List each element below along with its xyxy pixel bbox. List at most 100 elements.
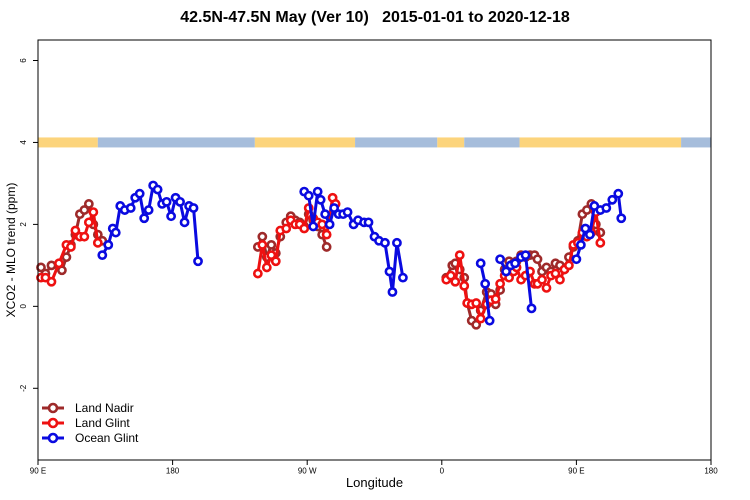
data-point xyxy=(83,217,94,228)
x-tick-label: 90 W xyxy=(298,467,317,476)
data-point xyxy=(312,186,323,197)
legend-label: Land Glint xyxy=(75,416,130,430)
legend-item: Land Nadir xyxy=(42,401,134,415)
data-point xyxy=(501,266,512,277)
data-point xyxy=(252,268,263,279)
legend-swatch-marker xyxy=(47,417,59,429)
data-point xyxy=(532,254,543,265)
data-point xyxy=(97,250,108,261)
y-tick-label: 2 xyxy=(19,222,28,227)
data-point xyxy=(580,223,591,234)
chart-title: 42.5N-47.5N May (Ver 10) 2015-01-01 to 2… xyxy=(180,9,570,26)
legend-swatch-marker xyxy=(47,432,59,444)
data-point xyxy=(601,203,612,213)
data-point xyxy=(315,194,326,205)
x-tick-label: 90 E xyxy=(30,467,46,476)
data-point xyxy=(266,239,277,250)
surface-band-land-segment xyxy=(519,137,682,148)
data-point xyxy=(303,190,314,201)
data-point xyxy=(607,194,618,205)
data-point xyxy=(329,203,340,213)
x-tick-label: 0 xyxy=(440,467,445,476)
data-point xyxy=(152,184,163,195)
data-point xyxy=(387,287,398,297)
data-point xyxy=(613,188,624,199)
y-tick-label: 4 xyxy=(19,140,28,145)
data-point xyxy=(541,283,552,293)
data-point xyxy=(139,213,150,224)
data-point xyxy=(510,258,520,269)
data-point xyxy=(495,254,506,265)
data-point xyxy=(161,196,172,207)
series-ocean-glint xyxy=(97,180,627,326)
data-point xyxy=(484,315,495,326)
data-point xyxy=(490,294,501,304)
y-axis: -2 0 2 4 6 xyxy=(19,58,38,392)
surface-band-ocean-segment xyxy=(681,137,711,148)
data-point xyxy=(66,242,76,252)
data-point xyxy=(70,225,81,236)
data-point xyxy=(595,237,606,248)
data-point xyxy=(324,219,335,230)
data-point xyxy=(266,250,277,261)
data-point xyxy=(342,207,353,217)
data-point xyxy=(46,276,57,287)
data-point xyxy=(270,256,281,267)
data-point xyxy=(299,223,310,234)
y-axis-label: XCO2 - MLO trend (ppm) xyxy=(4,182,18,318)
data-point xyxy=(281,223,292,234)
data-point xyxy=(261,262,272,273)
data-point xyxy=(475,313,486,324)
legend-label: Ocean Glint xyxy=(75,431,139,445)
data-point xyxy=(571,254,582,265)
legend-label: Land Nadir xyxy=(75,401,134,415)
x-tick-label: 180 xyxy=(166,467,180,476)
data-point xyxy=(88,207,99,217)
data-point xyxy=(179,217,190,228)
data-point xyxy=(166,211,177,222)
data-point xyxy=(79,231,90,242)
data-point xyxy=(392,237,402,248)
data-point xyxy=(103,239,114,250)
data-point xyxy=(471,298,482,308)
data-point xyxy=(92,237,103,248)
series-line xyxy=(101,183,200,262)
data-point xyxy=(581,205,592,215)
data-point xyxy=(317,219,328,230)
legend-swatch-marker xyxy=(47,402,59,414)
data-point xyxy=(495,278,506,289)
data-point xyxy=(134,188,145,199)
data-point xyxy=(380,237,390,248)
data-point xyxy=(550,268,561,279)
legend-item: Land Glint xyxy=(42,416,130,430)
data-point xyxy=(475,258,486,269)
surface-band-ocean-segment xyxy=(464,137,520,148)
x-axis: 90 E 180 90 W 0 90 E 180 xyxy=(30,460,718,476)
data-point xyxy=(454,250,465,261)
data-point xyxy=(143,205,154,215)
data-point xyxy=(471,319,482,330)
data-point xyxy=(520,250,531,261)
data-point xyxy=(459,280,470,291)
data-point xyxy=(193,256,203,267)
data-point xyxy=(320,209,331,220)
y-tick-label: 0 xyxy=(19,304,28,309)
data-point xyxy=(175,196,185,207)
x-tick-label: 90 E xyxy=(568,467,584,476)
plot-frame xyxy=(37,39,712,461)
data-point xyxy=(125,203,136,213)
surface-band-land-segment xyxy=(254,137,356,148)
data-point xyxy=(616,213,627,224)
data-point xyxy=(188,203,199,213)
series-layer xyxy=(36,180,627,330)
series-land-glint xyxy=(36,192,606,324)
data-point xyxy=(321,229,332,240)
data-point xyxy=(308,221,319,232)
surface-band-land-segment xyxy=(38,137,98,148)
data-point xyxy=(36,262,46,273)
surface-band xyxy=(38,137,711,148)
data-point xyxy=(537,274,547,285)
surface-band-ocean-segment xyxy=(355,137,438,148)
data-point xyxy=(257,239,268,250)
data-point xyxy=(79,205,90,215)
